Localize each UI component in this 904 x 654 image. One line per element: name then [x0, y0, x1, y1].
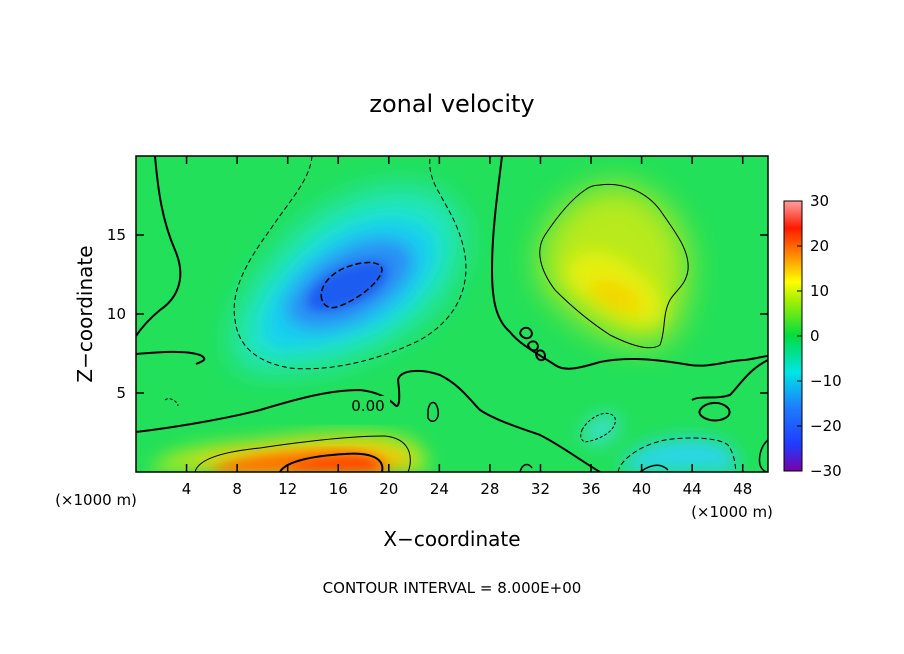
y-axis-title: Z−coordinate — [73, 245, 97, 382]
y-tick-label: 5 — [116, 384, 126, 402]
chart-title: zonal velocity — [369, 90, 534, 118]
zero-contour-central-vertical — [490, 156, 768, 370]
x-tick-label: 12 — [278, 480, 297, 498]
y-tick-label: 15 — [107, 226, 126, 244]
velocity-field — [136, 156, 768, 472]
zero-contour-right-loop — [698, 402, 731, 422]
positive-contour-upper-right — [539, 183, 689, 349]
x-tick-label: 20 — [379, 480, 398, 498]
colorbar-tick-label: 10 — [810, 282, 829, 300]
colorbar-tick-label: 0 — [810, 327, 820, 345]
colorbar-tick-label: 30 — [810, 192, 829, 210]
zero-contour-bottom-max — [279, 452, 384, 472]
contour-interval-note: CONTOUR INTERVAL = 8.000E+00 — [323, 579, 582, 597]
negative-contour-bottom-right — [617, 437, 737, 472]
x-tick-label: 4 — [182, 480, 192, 498]
zero-contour-bottom-edge — [519, 463, 669, 472]
zero-contour-mid-band — [136, 369, 601, 472]
zero-contour-small-island — [427, 401, 440, 422]
colorbar-tick-label: −30 — [810, 462, 842, 480]
positive-contour-bottom — [194, 435, 411, 472]
zero-contour-right — [691, 359, 768, 401]
contour-label: 0.00 — [351, 397, 384, 415]
colorbar-tick-label: −20 — [810, 417, 842, 435]
x-unit-right: (×1000 m) — [691, 503, 773, 521]
zero-contour-left-top — [136, 156, 182, 337]
contour-label-bg — [346, 396, 390, 412]
contour-lines — [136, 156, 768, 472]
negative-region-bottom-right — [620, 438, 739, 472]
colorbar-ticks: 30 20 10 0 −10 −20 −30 — [797, 192, 842, 480]
colorbar-tick-label: 20 — [810, 237, 829, 255]
zero-contour-small-loops — [518, 326, 547, 362]
zero-contour-left-mid — [136, 350, 206, 365]
negative-small-bottom-right — [580, 413, 620, 445]
x-tick-label: 24 — [430, 480, 449, 498]
x-unit-left: (×1000 m) — [55, 491, 137, 509]
positive-peak-bottom — [285, 455, 377, 472]
x-tick-label: 40 — [632, 480, 651, 498]
y-axis: 5 10 15 — [107, 226, 768, 402]
x-tick-label: 32 — [531, 480, 550, 498]
x-tick-label: 44 — [683, 480, 702, 498]
negative-contour-small-left — [164, 398, 616, 443]
negative-contour-left — [233, 156, 467, 370]
y-tick-label: 10 — [107, 305, 126, 323]
x-tick-label: 48 — [733, 480, 752, 498]
x-tick-label: 8 — [232, 480, 242, 498]
x-tick-label: 36 — [581, 480, 600, 498]
negative-core-min — [307, 261, 387, 311]
x-tick-label: 28 — [480, 480, 499, 498]
negative-contour-core — [320, 261, 383, 309]
colorbar-tick-label: −10 — [810, 372, 842, 390]
x-axis: 4 8 12 16 20 24 28 32 36 40 44 48 — [182, 156, 752, 498]
positive-max-upper-right — [590, 280, 643, 312]
x-axis-title: X−coordinate — [383, 527, 520, 551]
x-tick-label: 16 — [329, 480, 348, 498]
